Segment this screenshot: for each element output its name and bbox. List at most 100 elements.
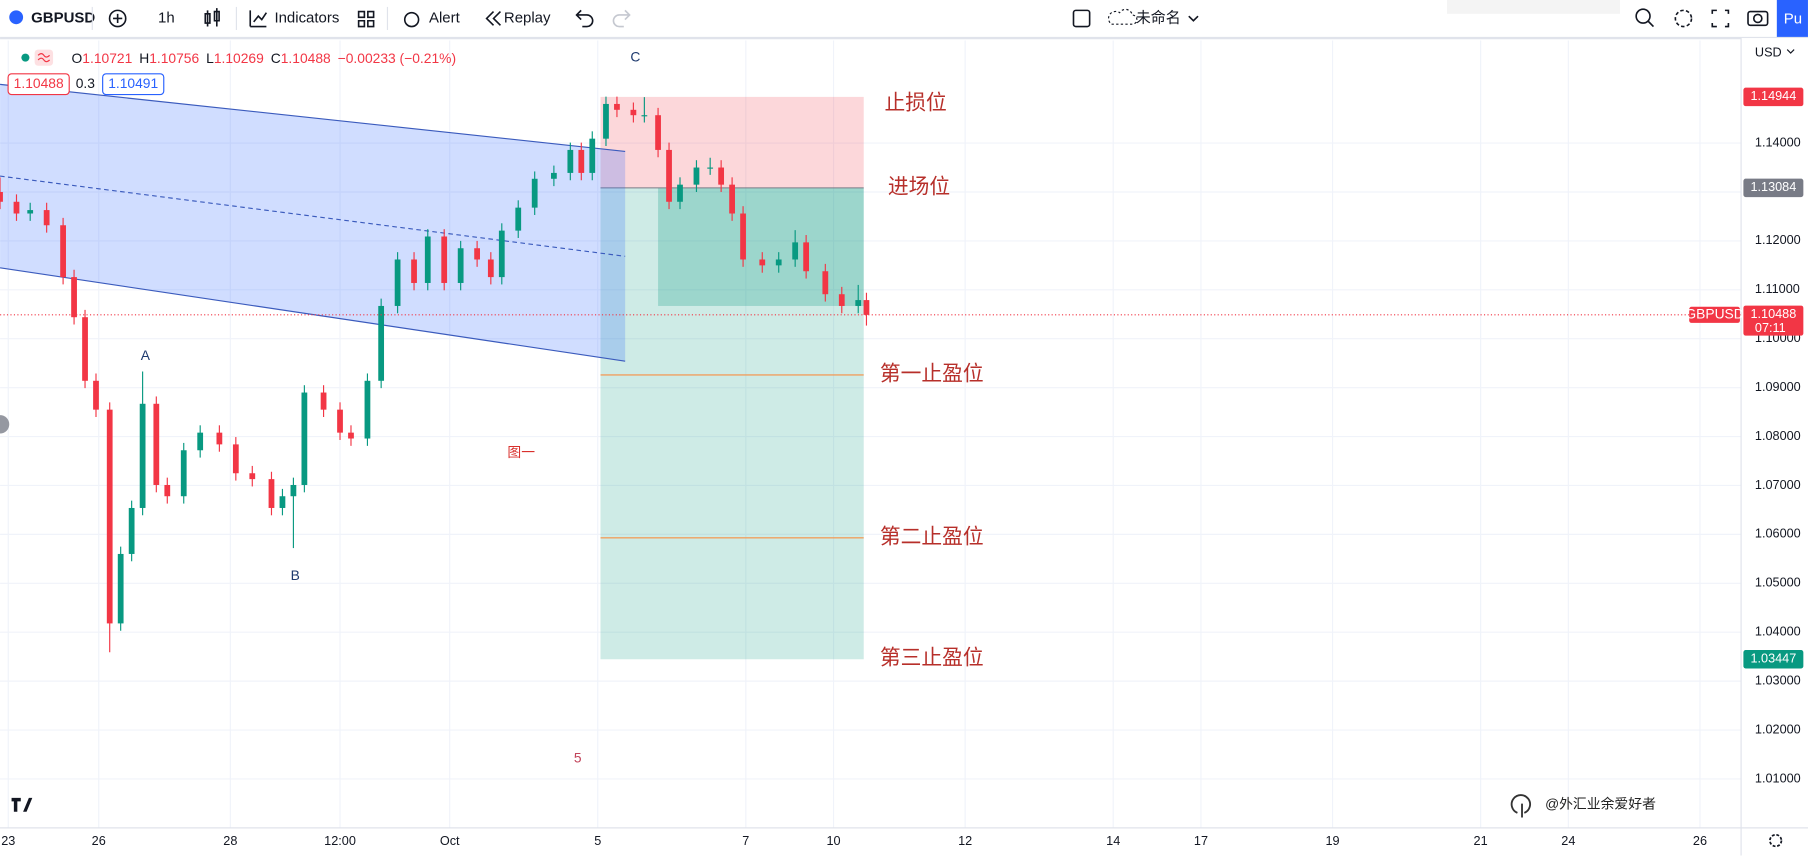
candle-body bbox=[268, 479, 275, 508]
candle-body bbox=[411, 259, 417, 283]
y-tick-label: 1.06000 bbox=[1755, 527, 1801, 541]
candle-body bbox=[320, 392, 327, 410]
target-zone bbox=[600, 187, 864, 660]
compare-button[interactable] bbox=[108, 9, 127, 28]
alert-button[interactable]: Alert bbox=[429, 9, 461, 26]
y-tick-label: 1.11000 bbox=[1755, 282, 1800, 296]
wave-label: A bbox=[141, 347, 151, 363]
interval-button[interactable]: 1h bbox=[158, 9, 175, 26]
x-tick-label: 21 bbox=[1474, 834, 1488, 848]
symbol-tag bbox=[1689, 306, 1740, 323]
axis-bg bbox=[1741, 38, 1808, 856]
candle-body bbox=[803, 242, 810, 272]
candle-body bbox=[348, 432, 354, 439]
candle-body bbox=[216, 432, 223, 445]
channel-median bbox=[0, 175, 626, 257]
templates-button[interactable] bbox=[357, 10, 375, 28]
ohlc-label: C bbox=[271, 49, 281, 65]
candle-body bbox=[13, 201, 20, 214]
candle-body bbox=[60, 225, 66, 278]
symbol-flag[interactable] bbox=[9, 10, 24, 25]
candle-body bbox=[394, 259, 401, 306]
side-handle[interactable] bbox=[0, 415, 10, 434]
sell-box[interactable] bbox=[7, 73, 70, 96]
x-tick-label: 26 bbox=[1693, 834, 1707, 848]
x-tick-label: 5 bbox=[594, 834, 601, 848]
legend: O1.10721 H1.10756 L1.10269 C1.10488 −0.00233… bbox=[7, 49, 457, 96]
candle-body bbox=[249, 473, 256, 480]
candle-body bbox=[164, 484, 171, 497]
alert-icon[interactable] bbox=[403, 11, 420, 28]
ohlc-value: 1.10756 bbox=[149, 49, 199, 65]
candle-body bbox=[677, 184, 683, 202]
stop-label: 止损位 bbox=[884, 91, 946, 114]
countdown: 07:11 bbox=[1755, 321, 1786, 335]
axis-settings[interactable] bbox=[1769, 833, 1783, 848]
status-dot bbox=[21, 53, 30, 62]
y-tick-label: 1.02000 bbox=[1755, 722, 1801, 736]
candle-body bbox=[139, 403, 146, 508]
open-pnl-zone bbox=[658, 187, 864, 306]
price-tag-label: 1.14944 bbox=[1750, 89, 1796, 103]
candle-body bbox=[0, 191, 3, 202]
last-price-label: 1.10488 bbox=[1750, 307, 1796, 321]
candle-body bbox=[792, 242, 799, 260]
indicators-icon[interactable] bbox=[249, 10, 268, 28]
wave-label: 5 bbox=[574, 749, 582, 765]
indicators-button[interactable]: Indicators bbox=[274, 9, 339, 26]
ask[interactable]: 1.10491 bbox=[108, 75, 158, 91]
ohlc-value: 1.10269 bbox=[214, 49, 264, 65]
candle-body bbox=[82, 317, 88, 381]
snapshot-button[interactable] bbox=[1747, 10, 1769, 27]
price-tag bbox=[1743, 650, 1804, 669]
currency-menu[interactable] bbox=[1786, 49, 1795, 54]
candle-body bbox=[197, 432, 204, 451]
x-tick-label: 26 bbox=[92, 834, 106, 848]
candle-body bbox=[93, 380, 99, 410]
candle-body bbox=[589, 138, 596, 173]
candle-body bbox=[855, 300, 862, 306]
layout-menu[interactable] bbox=[1188, 15, 1199, 22]
layout-name[interactable]: 未命名 bbox=[1136, 8, 1181, 26]
y-tick-label: 1.01000 bbox=[1755, 771, 1801, 785]
compare-plus bbox=[113, 13, 123, 24]
y-tick-label: 1.04000 bbox=[1755, 625, 1801, 639]
watermark: @外汇业余爱好者 bbox=[1545, 795, 1656, 811]
candle-body bbox=[457, 248, 464, 283]
replay-button[interactable]: Replay bbox=[504, 9, 551, 26]
candle-body bbox=[474, 248, 480, 260]
tv-logo[interactable] bbox=[11, 797, 33, 812]
currency[interactable]: USD bbox=[1755, 45, 1782, 59]
buy-box[interactable] bbox=[102, 73, 165, 96]
redo-button[interactable] bbox=[612, 9, 631, 28]
x-tick-label: Oct bbox=[440, 834, 460, 848]
candle-body bbox=[550, 172, 557, 179]
price-tag bbox=[1743, 178, 1804, 198]
layout-checkbox[interactable] bbox=[1072, 9, 1091, 28]
undo-button[interactable] bbox=[575, 9, 594, 28]
ohlc-row: O1.10721 H1.10756 L1.10269 C1.10488 −0.00233… bbox=[72, 49, 457, 65]
plot bbox=[0, 83, 1742, 660]
candle-body bbox=[71, 277, 77, 318]
snapshot-lens bbox=[1752, 13, 1763, 24]
bid[interactable]: 1.10488 bbox=[14, 75, 64, 91]
candle-body bbox=[759, 259, 766, 266]
chart-type-button[interactable] bbox=[204, 8, 220, 27]
fullscreen-button[interactable] bbox=[1711, 9, 1730, 28]
x-tick-label: 12:00 bbox=[324, 834, 356, 848]
replay-icon[interactable] bbox=[485, 10, 502, 26]
spread: 0.3 bbox=[76, 75, 96, 91]
publish-bg[interactable] bbox=[1776, 0, 1808, 37]
x-tick-label: 28 bbox=[223, 834, 237, 848]
ohlc-value: 1.10488 bbox=[281, 49, 331, 65]
symbol[interactable]: GBPUSD bbox=[31, 9, 95, 26]
y-tick-label: 1.05000 bbox=[1755, 576, 1801, 590]
search-button[interactable] bbox=[1635, 8, 1651, 24]
candle-body bbox=[290, 484, 297, 497]
x-tick-label: 14 bbox=[1106, 834, 1120, 848]
publish-button[interactable]: Pu bbox=[1784, 11, 1802, 28]
x-tick-label: 19 bbox=[1326, 834, 1340, 848]
candle-body bbox=[740, 213, 746, 260]
candle-body bbox=[43, 210, 50, 226]
